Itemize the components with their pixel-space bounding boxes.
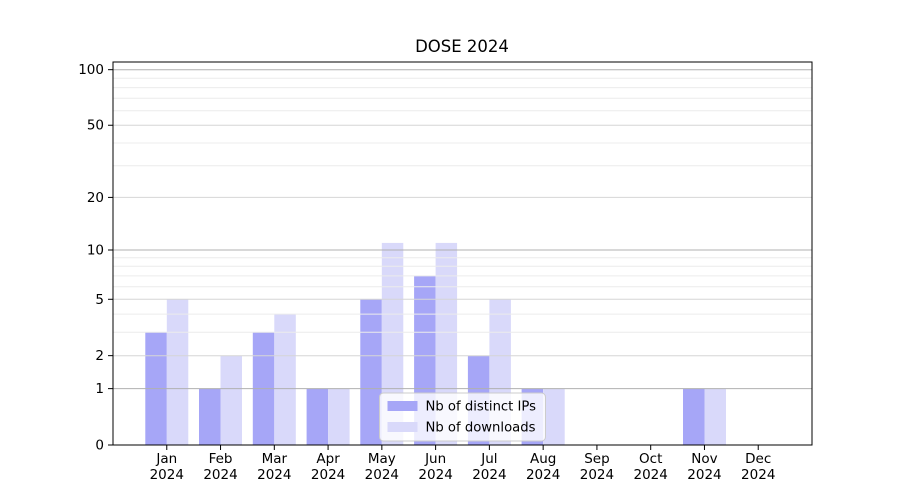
bar-downloads-apr	[328, 388, 350, 445]
x-tick-year-apr: 2024	[311, 467, 345, 483]
x-tick-year-oct: 2024	[634, 467, 668, 483]
legend-box	[379, 392, 546, 442]
x-tick-year-mar: 2024	[257, 467, 291, 483]
legend-label-downloads: Nb of downloads	[426, 421, 536, 436]
y-tick-label-0: 0	[95, 438, 104, 454]
x-tick-year-aug: 2024	[526, 467, 560, 483]
x-tick-label-may: May	[368, 451, 396, 467]
x-tick-label-jun: Jun	[424, 451, 446, 467]
y-tick-label-2: 2	[95, 348, 104, 364]
gridlines-layer	[113, 69, 812, 390]
bar-distinct-ips-apr	[306, 388, 329, 445]
legend: Nb of distinct IPs Nb of downloads	[379, 392, 546, 442]
axes-layer: 0125102050100Jan2024Feb2024Mar2024Apr202…	[78, 61, 813, 483]
x-tick-label-mar: Mar	[262, 451, 288, 467]
x-tick-label-sep: Sep	[584, 451, 609, 467]
x-tick-year-dec: 2024	[741, 467, 775, 483]
legend-label-distinct-ips: Nb of distinct IPs	[426, 400, 537, 415]
y-tick-label-1: 1	[95, 381, 104, 397]
bar-downloads-aug	[543, 388, 565, 445]
x-tick-label-apr: Apr	[316, 451, 340, 467]
bar-downloads-feb	[220, 355, 242, 445]
x-tick-label-oct: Oct	[639, 451, 662, 467]
x-tick-label-nov: Nov	[691, 451, 717, 467]
x-tick-year-may: 2024	[365, 467, 399, 483]
legend-swatch-distinct-ips	[387, 401, 418, 411]
x-tick-label-aug: Aug	[530, 451, 556, 467]
y-tick-label-100: 100	[78, 62, 104, 78]
bar-downloads-mar	[274, 314, 296, 445]
x-tick-year-jul: 2024	[472, 467, 506, 483]
x-tick-year-sep: 2024	[580, 467, 614, 483]
x-tick-year-jun: 2024	[418, 467, 452, 483]
chart-title: DOSE 2024	[415, 37, 509, 56]
bar-downloads-jan	[166, 299, 189, 445]
y-tick-label-10: 10	[87, 242, 104, 258]
x-tick-label-jul: Jul	[480, 451, 497, 467]
x-tick-label-jan: Jan	[155, 451, 177, 467]
x-tick-year-feb: 2024	[203, 467, 237, 483]
y-tick-label-20: 20	[87, 190, 104, 206]
bar-distinct-ips-feb	[199, 388, 221, 445]
y-tick-label-50: 50	[87, 118, 104, 134]
x-tick-year-nov: 2024	[687, 467, 721, 483]
x-tick-label-dec: Dec	[745, 451, 771, 467]
bar-downloads-nov	[704, 388, 726, 445]
bar-distinct-ips-may	[360, 299, 382, 445]
x-tick-label-feb: Feb	[209, 451, 233, 467]
legend-swatch-downloads	[387, 422, 418, 432]
y-tick-label-5: 5	[95, 292, 104, 308]
x-tick-year-jan: 2024	[150, 467, 184, 483]
plot-border	[112, 61, 813, 446]
bar-distinct-ips-nov	[683, 388, 705, 445]
